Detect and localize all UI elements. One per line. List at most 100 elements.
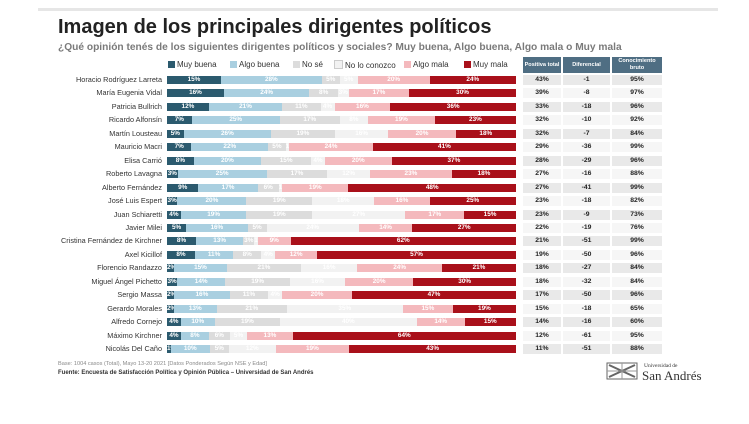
bar-segment-no-lo-conozco: 40% [279,318,417,327]
legend-label: No lo conozco [345,61,396,70]
row-label: Gerardo Morales [107,303,162,313]
bar-segment-muy-buena: 2% [167,304,174,313]
row-label: Alfredo Cornejo [111,317,162,327]
bar-segment-muy-mala: 57% [317,250,516,259]
table-header-cell: Conocimiento bruto [612,57,662,73]
table-cell-positiva: 32% [523,128,561,139]
legend-label: Muy buena [177,60,217,69]
table-cell-diferencial: -16 [563,169,610,180]
legend-item-no-se: No sé [293,60,323,69]
legend-swatch [464,61,471,68]
bar-segment-algo-mala: 24% [357,264,442,273]
bar-segment-algo-buena: 14% [177,277,226,286]
bar-segment-algo-mala: 15% [402,304,453,313]
bar-segment-no-lo-conozco: 1% [254,237,258,246]
table-cell-positiva: 33% [523,101,561,112]
table-cell-diferencial: -51 [563,236,610,247]
row-label: Sergio Massa [117,290,162,300]
bar-segment-muy-mala: 27% [412,223,516,232]
legend-swatch [168,61,175,68]
bar-segment-algo-buena: 28% [220,76,322,84]
table-cell-positiva: 22% [523,222,561,233]
table-cell-positiva: 18% [523,276,561,287]
bar-segment-no-lo-conozco: 4% [268,291,283,300]
table-cell-positiva: 14% [523,317,561,328]
bar-segment-algo-buena: 26% [183,129,272,138]
table-cell-positiva: 18% [523,263,561,274]
bar-segment-algo-buena: 21% [208,102,283,111]
bar-segment-muy-mala: 62% [290,237,516,246]
table-cell-diferencial: -50 [563,290,610,301]
bar-segment-muy-mala: 47% [351,291,516,300]
bar-segment-no-se: 21% [216,304,287,313]
bar-segment-muy-mala: 25% [429,197,516,206]
bar-segment-muy-mala: 30% [413,277,516,286]
bar-segment-no-lo-conozco: 12% [229,345,276,353]
bar-segment-muy-buena: 8% [167,156,194,165]
legend-swatch [334,60,343,69]
footer-source: Fuente: Encuesta de Satisfacción Polític… [58,370,314,376]
bar-segment-algo-buena: 13% [173,304,217,313]
bar-segment-muy-mala: 15% [464,318,516,327]
bar-segment-muy-buena: 5% [167,223,187,232]
row-label: Javier Milei [125,222,163,232]
bar-segment-muy-buena: 8% [167,237,197,246]
table-cell-positiva: 21% [523,236,561,247]
table-header-cell: Diferencial [563,57,610,73]
bar-segment-algo-mala: 20% [282,291,352,300]
bar-segment-muy-mala: 48% [348,183,516,192]
table-cell-conocimiento: 96% [612,155,662,166]
bar-segment-no-se: 6% [257,183,279,192]
row-label: María Eugenia Vidal [96,88,162,98]
bar-segment-algo-mala: 20% [344,277,414,286]
bar-segment-algo-buena: 20% [193,156,261,165]
bar-segment-algo-mala: 19% [367,116,435,125]
bar-segment-muy-buena: 15% [167,76,221,84]
table-cell-conocimiento: 99% [612,236,662,247]
bar-segment-muy-mala: 30% [409,89,516,98]
bar-segment-algo-mala: 17% [348,89,410,98]
table-cell-conocimiento: 88% [612,169,662,180]
bar-segment-algo-buena: 20% [177,197,247,206]
bar-segment-algo-mala: 16% [374,197,430,206]
table-cell-positiva: 12% [523,330,561,341]
bar-segment-algo-buena: 22% [191,143,269,152]
legend-label: Algo buena [239,60,280,69]
bar-segment-algo-buena: 10% [180,318,215,327]
table-cell-positiva: 23% [523,196,561,207]
bar-segment-no-se: 5% [268,143,286,152]
table-cell-diferencial: -61 [563,330,610,341]
bar-segment-muy-buena: 9% [167,183,199,192]
bar-segment-muy-buena: 2% [167,291,174,300]
table-cell-diferencial: -18 [563,101,610,112]
bar-segment-algo-mala: 14% [416,318,465,327]
bar-segment-no-se: 6% [208,331,230,340]
bar-segment-algo-mala: 16% [334,102,391,111]
table-cell-diferencial: -16 [563,317,610,328]
table-header-cell: Positiva total [523,57,561,73]
bar-segment-no-lo-conozco: 12% [327,170,370,179]
bar-segment-algo-buena: 13% [196,237,244,246]
bar-segment-algo-mala: 19% [282,183,349,192]
bar-segment-no-se: 5% [247,223,267,232]
bar-segment-no-se: 11% [229,291,269,300]
bar-segment-algo-mala: 20% [324,156,392,165]
row-label: Mauricio Macri [114,142,162,152]
bar-segment-algo-mala: 20% [357,76,430,84]
university-shield-icon [606,362,638,380]
bar-segment-no-se: 15% [260,156,312,165]
bar-segment-muy-buena: 7% [167,143,192,152]
bar-segment-algo-buena: 16% [173,291,230,300]
table-cell-diferencial: -32 [563,276,610,287]
row-label: Miguel Ángel Pichetto [91,276,162,286]
bar-segment-no-lo-conozco: 35% [286,304,403,313]
bar-segment-algo-buena: 10% [170,345,210,353]
row-label: Roberto Lavagna [106,169,162,179]
table-cell-diferencial: -10 [563,115,610,126]
bar-segment-muy-buena: 4% [167,318,181,327]
bar-segment-algo-mala: 13% [247,331,293,340]
bar-segment-algo-mala: 23% [369,170,452,179]
bar-segment-no-lo-conozco: 3% [337,89,349,98]
bar-segment-algo-buena: 24% [223,89,310,98]
bar-segment-muy-mala: 43% [349,345,516,353]
